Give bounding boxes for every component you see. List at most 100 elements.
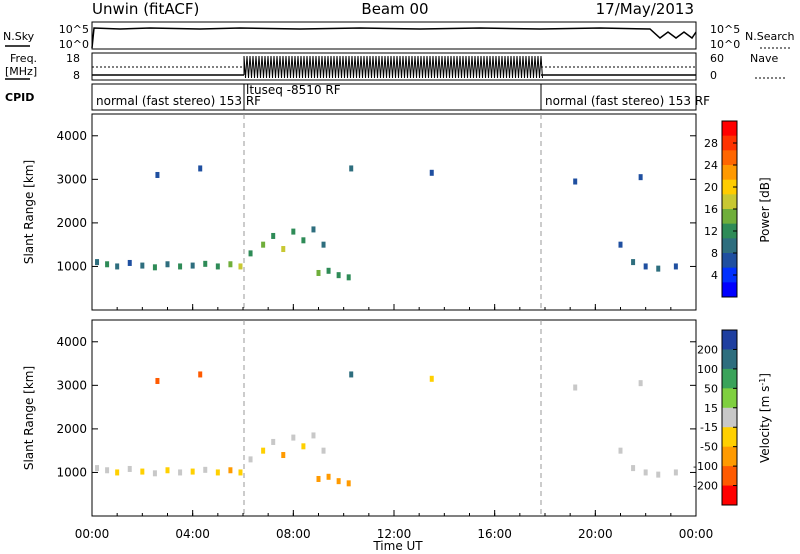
noise-left-tick-bottom: 10^0 bbox=[59, 38, 89, 51]
colorbar-tick-label: 8 bbox=[711, 247, 718, 260]
cpid-segment-3: normal (fast stereo) 153 RF bbox=[545, 94, 710, 108]
x-tick-label: 00:00 bbox=[679, 527, 714, 541]
colorbar-swatch bbox=[722, 466, 737, 487]
data-point bbox=[316, 269, 321, 276]
data-point bbox=[203, 466, 208, 473]
freq-unit-label: [MHz] bbox=[5, 65, 37, 78]
data-point bbox=[321, 447, 326, 454]
colorbar-swatch bbox=[722, 121, 737, 137]
data-point bbox=[115, 263, 120, 270]
y-tick-label: 1000 bbox=[56, 259, 87, 273]
x-tick-label: 00:00 bbox=[75, 527, 110, 541]
y-tick-label: 2000 bbox=[56, 422, 87, 436]
data-point bbox=[618, 447, 623, 454]
velocity-yticks: 4000 3000 2000 1000 bbox=[56, 335, 696, 479]
data-point bbox=[316, 475, 321, 482]
velocity-colorbar: 200 100 50 15 -15 -50 -100 -200 bbox=[693, 329, 738, 506]
colorbar-tick-label: 50 bbox=[704, 382, 718, 395]
data-point bbox=[656, 471, 661, 478]
nave-label: Nave bbox=[750, 52, 778, 65]
y-tick-label: 4000 bbox=[56, 335, 87, 349]
cpid-segment-2: ltuseq -8510 RF bbox=[246, 83, 341, 97]
colorbar-swatch bbox=[722, 388, 737, 409]
data-point bbox=[155, 171, 160, 178]
station-title: Unwin (fitACF) bbox=[92, 0, 199, 18]
colorbar-swatch bbox=[722, 194, 737, 210]
colorbar-swatch bbox=[722, 150, 737, 166]
cpid-segment-1: normal (fast stereo) 153 RF bbox=[96, 94, 261, 108]
beam-title: Beam 00 bbox=[361, 0, 428, 18]
colorbar-swatch bbox=[722, 330, 737, 350]
data-point bbox=[228, 261, 233, 268]
freq-right-tick-bottom: 0 bbox=[710, 69, 717, 82]
colorbar-tick-label: -200 bbox=[693, 480, 718, 493]
data-point bbox=[321, 241, 326, 248]
data-point bbox=[326, 267, 331, 274]
velocity-colorbar-label: Velocity [m s-1] bbox=[758, 373, 773, 463]
y-tick-label: 3000 bbox=[56, 172, 87, 186]
x-tick-label: 16:00 bbox=[477, 527, 512, 541]
colorbar-swatch bbox=[722, 427, 737, 448]
colorbar-tick-label: 100 bbox=[697, 363, 718, 376]
data-point bbox=[429, 375, 434, 382]
data-point bbox=[281, 452, 286, 459]
data-point bbox=[349, 371, 354, 378]
y-tick-label: 2000 bbox=[56, 216, 87, 230]
freq-left-tick-top: 18 bbox=[66, 52, 80, 65]
colorbar-tick-label: 15 bbox=[704, 402, 718, 415]
colorbar-swatch bbox=[722, 209, 737, 225]
data-point bbox=[215, 263, 220, 270]
data-point bbox=[656, 265, 661, 272]
data-point bbox=[105, 467, 110, 474]
data-point bbox=[140, 262, 145, 269]
data-point bbox=[349, 165, 354, 172]
freq-label: Freq. bbox=[10, 52, 37, 65]
data-point bbox=[638, 380, 643, 387]
x-axis-label: Time UT bbox=[372, 539, 423, 553]
colorbar-swatch bbox=[722, 446, 737, 467]
x-tick-label: 04:00 bbox=[175, 527, 210, 541]
data-point bbox=[178, 263, 183, 270]
data-point bbox=[198, 371, 203, 378]
data-point bbox=[165, 261, 170, 268]
data-point bbox=[178, 469, 183, 476]
data-point bbox=[631, 259, 636, 266]
colorbar-swatch bbox=[722, 282, 737, 298]
data-point bbox=[95, 465, 100, 472]
data-point bbox=[271, 438, 276, 445]
power-colorbar-label: Power [dB] bbox=[758, 177, 772, 242]
data-point bbox=[261, 447, 266, 454]
date-title: 17/May/2013 bbox=[596, 0, 694, 18]
y-tick-label: 3000 bbox=[56, 378, 87, 392]
x-tick-label: 12:00 bbox=[377, 527, 412, 541]
power-points bbox=[95, 165, 678, 281]
data-point bbox=[311, 432, 316, 439]
data-point bbox=[190, 468, 195, 475]
freq-ltuseq-oscillation bbox=[243, 55, 543, 79]
data-point bbox=[346, 480, 351, 487]
colorbar-swatch bbox=[722, 407, 737, 428]
power-ylabel: Slant Range [km] bbox=[22, 160, 36, 264]
data-point bbox=[127, 465, 132, 472]
data-point bbox=[95, 259, 100, 266]
colorbar-tick-label: -15 bbox=[700, 421, 718, 434]
data-point bbox=[105, 261, 110, 268]
data-point bbox=[190, 262, 195, 269]
data-point bbox=[301, 443, 306, 450]
colorbar-swatch bbox=[722, 368, 737, 389]
freq-right-tick-top: 60 bbox=[710, 52, 724, 65]
colorbar-tick-label: 16 bbox=[704, 203, 718, 216]
data-point bbox=[281, 246, 286, 253]
x-tick-label: 08:00 bbox=[276, 527, 311, 541]
data-point bbox=[198, 165, 203, 172]
data-point bbox=[673, 263, 678, 270]
noise-panel-frame bbox=[91, 21, 697, 50]
freq-left-tick-bottom: 8 bbox=[73, 69, 80, 82]
data-point bbox=[203, 260, 208, 267]
power-yticks: 4000 3000 2000 1000 bbox=[56, 129, 696, 273]
data-point bbox=[165, 467, 170, 474]
colorbar-swatch bbox=[722, 238, 737, 254]
data-point bbox=[301, 237, 306, 244]
data-point bbox=[228, 467, 233, 474]
